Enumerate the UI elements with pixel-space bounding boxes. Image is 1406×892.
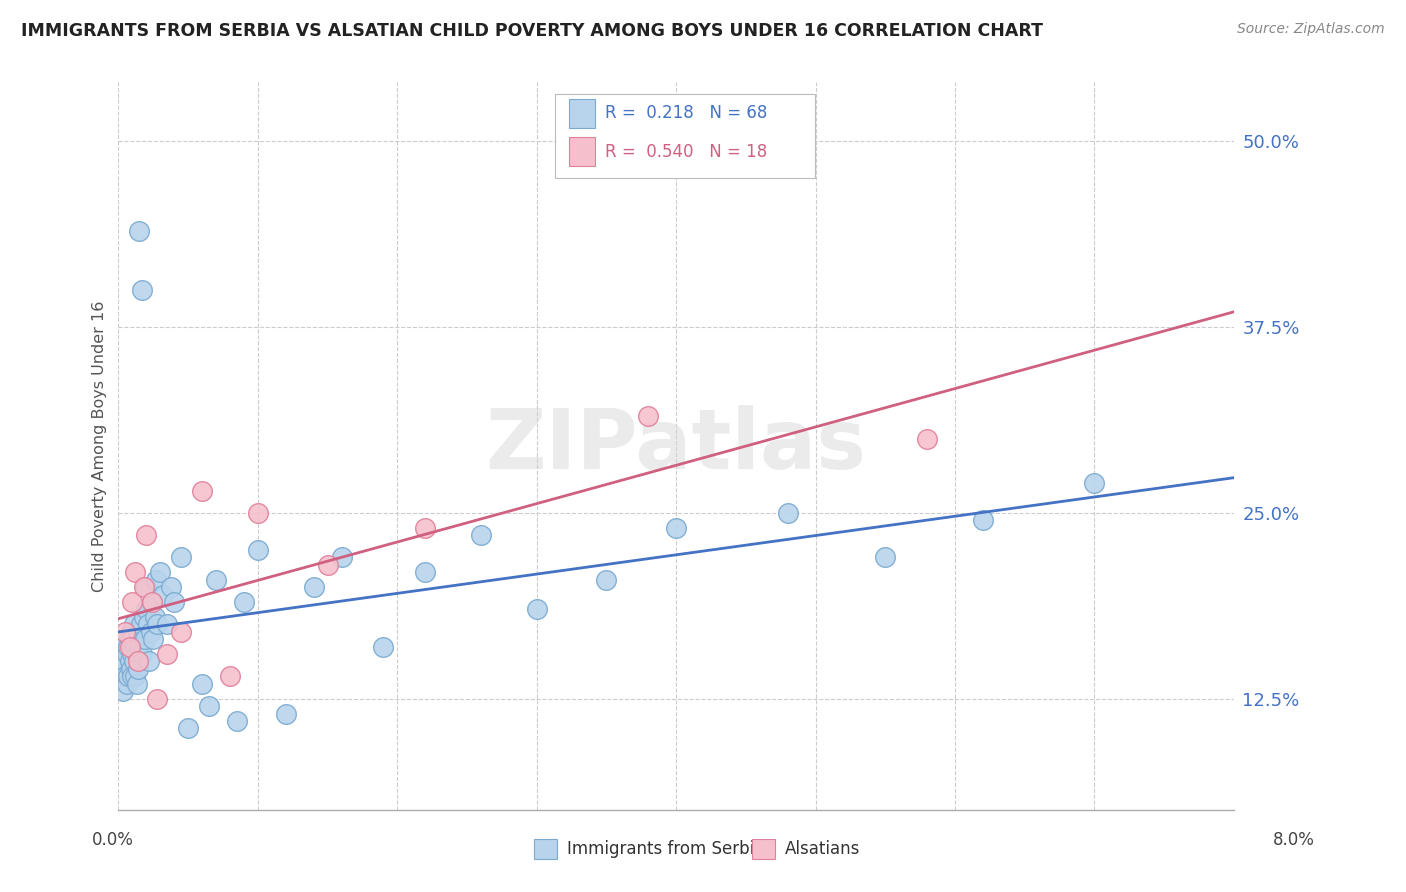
Point bbox=[143, 610, 166, 624]
Text: Source: ZipAtlas.com: Source: ZipAtlas.com bbox=[1237, 22, 1385, 37]
Point bbox=[470, 528, 492, 542]
Point bbox=[191, 677, 214, 691]
Point bbox=[141, 595, 163, 609]
Point bbox=[131, 647, 153, 661]
Point bbox=[145, 573, 167, 587]
Point bbox=[132, 610, 155, 624]
Point bbox=[776, 506, 799, 520]
Point bbox=[122, 655, 145, 669]
Point bbox=[136, 617, 159, 632]
Point bbox=[135, 602, 157, 616]
Point bbox=[637, 409, 659, 424]
Point bbox=[114, 669, 136, 683]
Point bbox=[115, 677, 138, 691]
Point bbox=[526, 602, 548, 616]
Point bbox=[198, 699, 221, 714]
Point bbox=[246, 543, 269, 558]
Y-axis label: Child Poverty Among Boys Under 16: Child Poverty Among Boys Under 16 bbox=[93, 301, 107, 591]
Point bbox=[170, 624, 193, 639]
Point bbox=[124, 669, 146, 683]
Text: 8.0%: 8.0% bbox=[1272, 831, 1315, 849]
Text: 0.0%: 0.0% bbox=[91, 831, 134, 849]
Point bbox=[665, 521, 688, 535]
Point bbox=[413, 566, 436, 580]
Point bbox=[177, 722, 200, 736]
Point bbox=[125, 677, 148, 691]
Point bbox=[875, 550, 897, 565]
Point bbox=[246, 506, 269, 520]
Point bbox=[120, 662, 142, 676]
Point bbox=[139, 624, 162, 639]
Point bbox=[110, 662, 132, 676]
Text: Immigrants from Serbia: Immigrants from Serbia bbox=[567, 840, 763, 858]
Point bbox=[141, 595, 163, 609]
Point bbox=[112, 640, 135, 654]
Point bbox=[128, 223, 150, 237]
Point bbox=[125, 647, 148, 661]
Text: R =  0.540   N = 18: R = 0.540 N = 18 bbox=[605, 143, 766, 161]
Point bbox=[117, 669, 139, 683]
Point bbox=[330, 550, 353, 565]
Point bbox=[120, 624, 142, 639]
Point bbox=[112, 655, 135, 669]
Point bbox=[595, 573, 617, 587]
Point bbox=[118, 655, 141, 669]
Text: ZIPatlas: ZIPatlas bbox=[485, 406, 866, 486]
Point bbox=[232, 595, 254, 609]
Point bbox=[163, 595, 186, 609]
Point bbox=[118, 640, 141, 654]
Point bbox=[972, 513, 994, 527]
Point bbox=[118, 632, 141, 647]
Point bbox=[121, 669, 143, 683]
Point bbox=[135, 580, 157, 594]
Point bbox=[111, 684, 134, 698]
Point bbox=[114, 624, 136, 639]
Point bbox=[124, 640, 146, 654]
Point bbox=[127, 662, 149, 676]
Point bbox=[122, 617, 145, 632]
Point bbox=[121, 595, 143, 609]
Point bbox=[316, 558, 339, 572]
Point bbox=[373, 640, 395, 654]
Point bbox=[135, 528, 157, 542]
Point bbox=[132, 580, 155, 594]
Point bbox=[915, 432, 938, 446]
Point bbox=[302, 580, 325, 594]
Point bbox=[205, 573, 228, 587]
Point bbox=[134, 632, 156, 647]
Point bbox=[127, 624, 149, 639]
Point bbox=[121, 632, 143, 647]
Point bbox=[219, 669, 242, 683]
Point bbox=[413, 521, 436, 535]
Point bbox=[127, 655, 149, 669]
Point bbox=[226, 714, 249, 728]
Point bbox=[117, 640, 139, 654]
Point bbox=[115, 647, 138, 661]
Point bbox=[131, 283, 153, 297]
Point bbox=[156, 617, 179, 632]
Point bbox=[149, 566, 172, 580]
Point bbox=[124, 566, 146, 580]
Point bbox=[114, 632, 136, 647]
Point bbox=[138, 655, 160, 669]
Point bbox=[129, 617, 152, 632]
Point bbox=[156, 647, 179, 661]
Point bbox=[146, 691, 169, 706]
Point bbox=[191, 483, 214, 498]
Point bbox=[152, 588, 174, 602]
Point bbox=[146, 617, 169, 632]
Text: Alsatians: Alsatians bbox=[785, 840, 860, 858]
Point bbox=[160, 580, 183, 594]
Text: IMMIGRANTS FROM SERBIA VS ALSATIAN CHILD POVERTY AMONG BOYS UNDER 16 CORRELATION: IMMIGRANTS FROM SERBIA VS ALSATIAN CHILD… bbox=[21, 22, 1043, 40]
Point bbox=[170, 550, 193, 565]
Point bbox=[1083, 476, 1105, 491]
Point bbox=[128, 640, 150, 654]
Point bbox=[142, 632, 165, 647]
Point bbox=[121, 647, 143, 661]
Text: R =  0.218   N = 68: R = 0.218 N = 68 bbox=[605, 104, 766, 122]
Point bbox=[274, 706, 297, 721]
